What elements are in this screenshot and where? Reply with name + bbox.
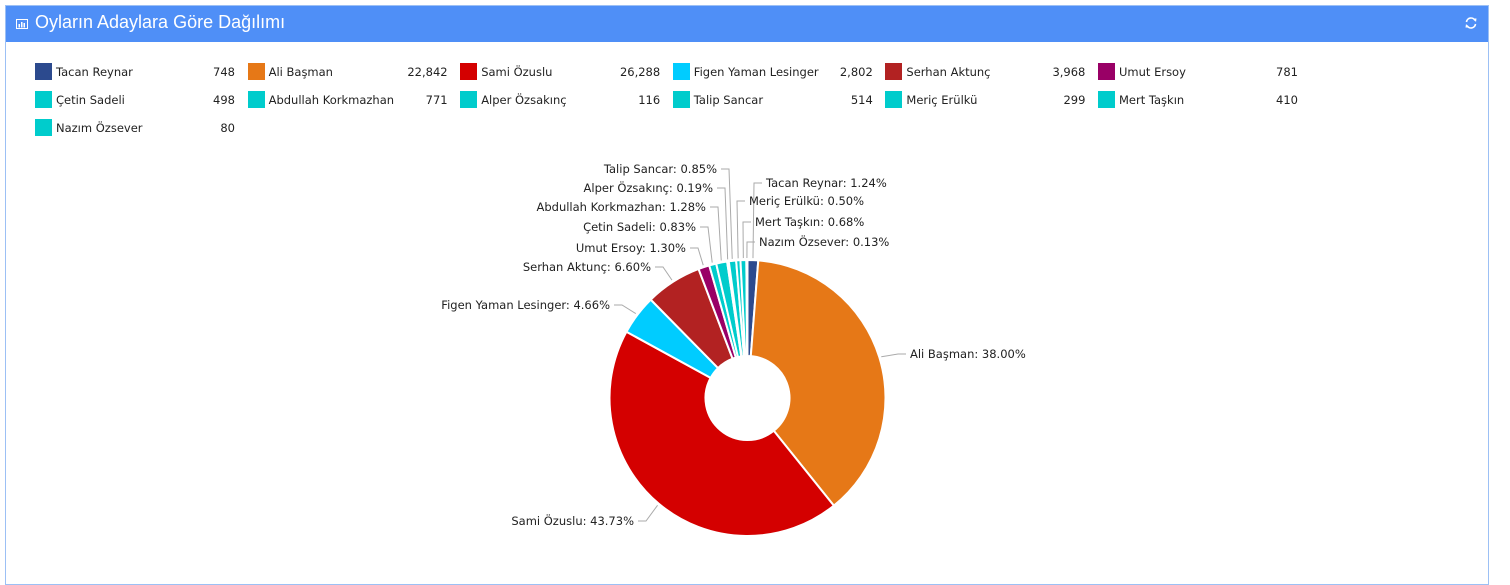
legend-swatch — [672, 63, 690, 80]
leader-line — [700, 226, 713, 263]
legend-swatch — [672, 91, 690, 108]
legend-item[interactable]: Umut Ersoy 781 — [1098, 63, 1298, 81]
legend-value: 26,288 — [619, 65, 661, 79]
legend-label: Tacan Reynar — [56, 65, 133, 79]
slice-label: Sami Özuslu: 43.73% — [511, 512, 634, 528]
leader-line — [638, 504, 658, 522]
legend-label: Çetin Sadeli — [56, 93, 125, 107]
slice-label: Meriç Erülkü: 0.50% — [749, 194, 864, 208]
refresh-icon[interactable] — [1464, 16, 1478, 30]
legend-value: 2,802 — [839, 65, 873, 79]
legend-value: 299 — [1063, 93, 1086, 107]
legend-item[interactable]: Sami Özuslu 26,288 — [460, 63, 660, 81]
leader-line — [736, 200, 745, 259]
legend-item[interactable]: Alper Özsakınç 116 — [460, 91, 660, 109]
slice-label: Umut Ersoy: 1.30% — [576, 241, 686, 255]
panel-title: Oyların Adaylara Göre Dağılımı — [35, 12, 286, 32]
pie-slice[interactable] — [608, 330, 836, 537]
leader-line — [614, 304, 637, 315]
legend-item[interactable]: Serhan Aktunç 3,968 — [885, 63, 1085, 81]
legend-item[interactable]: Mert Taşkın 410 — [1098, 91, 1298, 109]
legend-swatch — [35, 119, 52, 136]
slice-label: Çetin Sadeli: 0.83% — [583, 220, 696, 234]
legend-label: Mert Taşkın — [1119, 93, 1185, 107]
legend-item[interactable]: Talip Sancar 514 — [672, 91, 873, 109]
leader-line — [881, 353, 906, 358]
legend-swatch — [247, 63, 265, 80]
legend-label: Umut Ersoy — [1119, 65, 1186, 79]
legend-item[interactable]: Çetin Sadeli 498 — [35, 91, 235, 109]
legend-item[interactable]: Abdullah Korkmazhan 771 — [247, 91, 448, 109]
legend-item[interactable]: Figen Yaman Lesinger 2,802 — [672, 63, 873, 81]
legend-label: Sami Özuslu — [481, 65, 553, 79]
legend-item[interactable]: Nazım Özsever 80 — [35, 119, 235, 137]
legend-value: 771 — [425, 93, 448, 107]
slice-label: Abdullah Korkmazhan: 1.28% — [536, 200, 706, 214]
pie-slice[interactable] — [745, 258, 749, 358]
bar-chart-icon — [16, 19, 28, 29]
legend-swatch — [885, 91, 903, 108]
legend-label: Talip Sancar — [693, 93, 764, 107]
legend-value: 80 — [220, 121, 235, 135]
legend-label: Nazım Özsever — [56, 121, 143, 135]
slice-label: Figen Yaman Lesinger: 4.66% — [441, 298, 610, 312]
slice-label: Talip Sancar: 0.85% — [603, 162, 717, 176]
legend-value: 116 — [638, 93, 661, 107]
legend-label: Serhan Aktunç — [906, 65, 991, 79]
legend-item[interactable]: Tacan Reynar 748 — [35, 63, 235, 81]
legend-label: Ali Başman — [268, 65, 333, 79]
pie-slice[interactable] — [749, 259, 887, 508]
legend-swatch — [885, 63, 903, 80]
leader-line — [752, 182, 762, 259]
leader-line — [746, 241, 755, 259]
legend-value: 498 — [213, 93, 235, 107]
legend-value: 514 — [850, 93, 873, 107]
legend-swatch — [1098, 91, 1115, 108]
panel-header: Oyların Adaylara Göre Dağılımı — [6, 6, 1488, 42]
leader-line — [742, 221, 751, 259]
legend-item[interactable]: Ali Başman 22,842 — [247, 63, 448, 81]
legend-value: 781 — [1276, 65, 1298, 79]
legend-swatch — [460, 91, 478, 108]
legend-value: 748 — [213, 65, 235, 79]
slice-label: Alper Özsakınç: 0.19% — [584, 179, 714, 195]
legend-swatch — [247, 91, 265, 108]
legend-label: Abdullah Korkmazhan — [268, 93, 395, 107]
leader-line — [721, 168, 733, 259]
slice-label: Tacan Reynar: 1.24% — [765, 176, 887, 190]
leader-line — [717, 187, 729, 260]
legend-label: Alper Özsakınç — [481, 93, 567, 107]
leader-line — [655, 266, 673, 281]
legend-label: Figen Yaman Lesinger — [693, 65, 819, 79]
legend-swatch — [460, 63, 478, 80]
legend-swatch — [35, 63, 52, 80]
legend-swatch — [35, 91, 52, 108]
slice-label: Serhan Aktunç: 6.60% — [523, 260, 651, 274]
legend-value: 22,842 — [407, 65, 448, 79]
slice-label: Ali Başman: 38.00% — [910, 347, 1026, 361]
legend-swatch — [1098, 63, 1115, 80]
legend-value: 410 — [1276, 93, 1298, 107]
slice-label: Mert Taşkın: 0.68% — [755, 215, 864, 229]
legend-value: 3,968 — [1052, 65, 1086, 79]
legend-item[interactable]: Meriç Erülkü 299 — [885, 91, 1085, 109]
legend-label: Meriç Erülkü — [906, 93, 978, 107]
leader-line — [690, 247, 704, 266]
leader-line — [710, 206, 722, 261]
slice-label: Nazım Özsever: 0.13% — [759, 233, 889, 249]
